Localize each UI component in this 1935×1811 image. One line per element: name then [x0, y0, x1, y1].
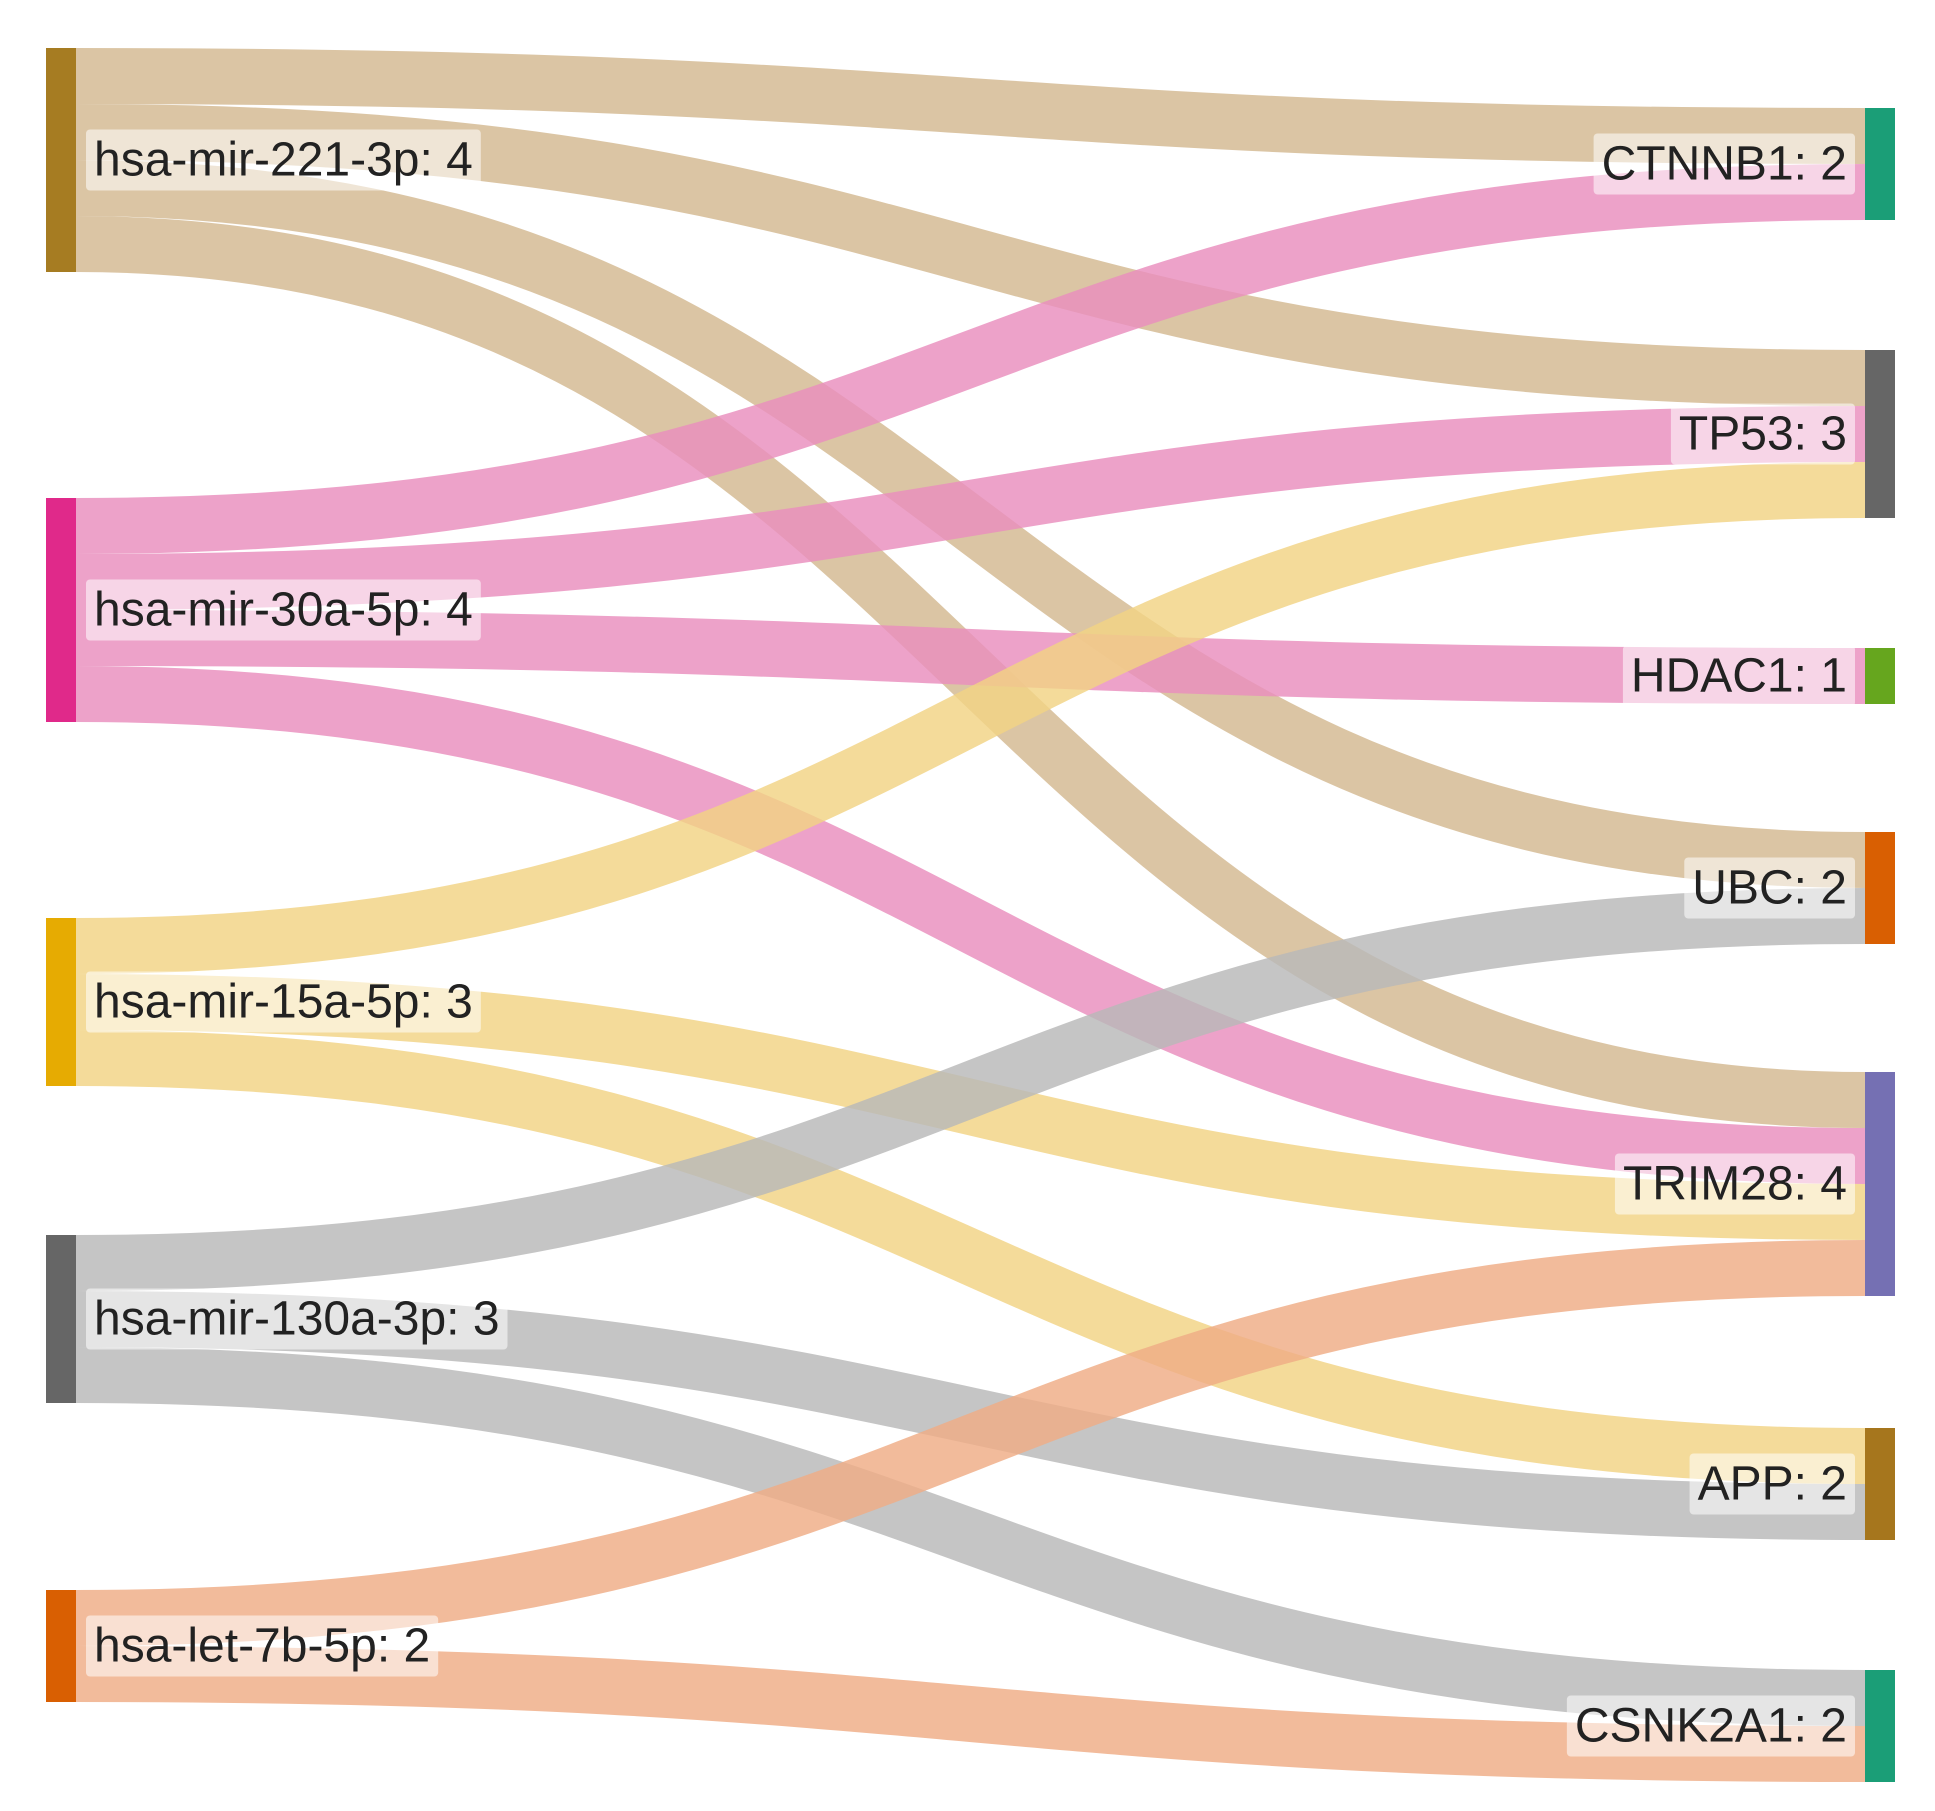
target-label-app: APP: 2 — [1689, 1453, 1855, 1515]
target-label-hdac1-text: HDAC1: 1 — [1631, 650, 1847, 703]
labels-layer: hsa-mir-221-3p: 4 hsa-mir-30a-5p: 4 hsa-mi… — [86, 129, 1855, 1757]
target-label-trim28-background — [1614, 1153, 1855, 1215]
link-hsa-mir-15a-5p-to-tp53 — [75, 462, 1866, 974]
link-hsa-mir-30a-5p-to-hdac1 — [75, 610, 1866, 704]
source-label-hsa-mir-221-3p: hsa-mir-221-3p: 4 — [86, 129, 481, 191]
target-label-ubc: UBC: 2 — [1684, 857, 1855, 919]
target-label-hdac1: HDAC1: 1 — [1622, 645, 1855, 707]
target-label-ubc-background — [1684, 857, 1855, 919]
target-label-ctnnb1-text: CTNNB1: 2 — [1602, 138, 1847, 191]
source-label-hsa-mir-221-3p-text: hsa-mir-221-3p: 4 — [94, 134, 473, 187]
link-hsa-mir-130a-3p-to-ubc — [75, 888, 1866, 1291]
target-label-trim28: TRIM28: 4 — [1614, 1153, 1855, 1215]
target-node-trim28 — [1865, 1072, 1895, 1296]
source-node-hsa-let-7b-5p — [46, 1590, 76, 1702]
target-label-ubc-text: UBC: 2 — [1692, 862, 1847, 915]
source-label-hsa-mir-130a-3p-text: hsa-mir-130a-3p: 3 — [94, 1293, 500, 1346]
link-hsa-mir-30a-5p-to-trim28 — [75, 666, 1866, 1184]
target-label-csnk2a1: CSNK2A1: 2 — [1566, 1695, 1855, 1757]
target-label-trim28-text: TRIM28: 4 — [1623, 1158, 1847, 1211]
source-label-hsa-mir-130a-3p-background — [86, 1288, 508, 1350]
links-layer — [75, 48, 1866, 1782]
link-hsa-let-7b-5p-to-csnk2a1 — [75, 1646, 1866, 1782]
source-node-hsa-mir-15a-5p — [46, 918, 76, 1086]
source-label-hsa-let-7b-5p: hsa-let-7b-5p: 2 — [86, 1615, 439, 1677]
source-label-hsa-mir-15a-5p-text: hsa-mir-15a-5p: 3 — [94, 976, 473, 1029]
target-label-tp53-background — [1670, 403, 1855, 465]
target-node-ubc — [1865, 832, 1895, 944]
source-label-hsa-let-7b-5p-text: hsa-let-7b-5p: 2 — [94, 1620, 430, 1673]
target-label-app-text: APP: 2 — [1698, 1458, 1847, 1511]
target-label-hdac1-background — [1622, 645, 1855, 707]
source-label-hsa-mir-15a-5p: hsa-mir-15a-5p: 3 — [86, 971, 481, 1033]
target-node-csnk2a1 — [1865, 1670, 1895, 1782]
target-label-tp53: TP53: 3 — [1670, 403, 1855, 465]
source-node-hsa-mir-221-3p — [46, 48, 76, 272]
source-label-hsa-mir-30a-5p: hsa-mir-30a-5p: 4 — [86, 579, 481, 641]
link-hsa-mir-221-3p-to-ctnnb1 — [75, 48, 1866, 164]
target-node-tp53 — [1865, 350, 1895, 518]
link-hsa-let-7b-5p-to-trim28 — [75, 1240, 1866, 1646]
source-label-hsa-mir-130a-3p: hsa-mir-130a-3p: 3 — [86, 1288, 508, 1350]
source-node-hsa-mir-130a-3p — [46, 1235, 76, 1403]
source-node-hsa-mir-30a-5p — [46, 498, 76, 722]
target-label-csnk2a1-text: CSNK2A1: 2 — [1575, 1700, 1847, 1753]
target-node-ctnnb1 — [1865, 108, 1895, 220]
target-label-ctnnb1-background — [1593, 133, 1855, 195]
source-label-hsa-mir-221-3p-background — [86, 129, 481, 191]
link-hsa-mir-130a-3p-to-csnk2a1 — [75, 1347, 1866, 1726]
source-label-hsa-mir-15a-5p-background — [86, 971, 481, 1033]
link-hsa-mir-30a-5p-to-tp53 — [75, 406, 1866, 610]
link-hsa-mir-15a-5p-to-app — [75, 1030, 1866, 1484]
nodes-layer — [46, 48, 1895, 1782]
target-label-app-background — [1689, 1453, 1855, 1515]
source-label-hsa-mir-30a-5p-text: hsa-mir-30a-5p: 4 — [94, 584, 473, 637]
source-label-hsa-let-7b-5p-background — [86, 1615, 439, 1677]
target-label-tp53-text: TP53: 3 — [1679, 408, 1847, 461]
target-node-hdac1 — [1865, 648, 1895, 704]
target-label-csnk2a1-background — [1566, 1695, 1855, 1757]
target-node-app — [1865, 1428, 1895, 1540]
link-hsa-mir-30a-5p-to-ctnnb1 — [75, 164, 1866, 554]
source-label-hsa-mir-30a-5p-background — [86, 579, 481, 641]
target-label-ctnnb1: CTNNB1: 2 — [1593, 133, 1855, 195]
